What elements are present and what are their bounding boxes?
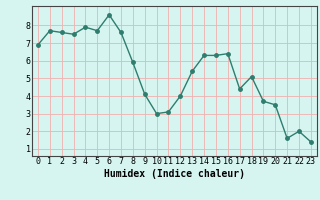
X-axis label: Humidex (Indice chaleur): Humidex (Indice chaleur)	[104, 169, 245, 179]
